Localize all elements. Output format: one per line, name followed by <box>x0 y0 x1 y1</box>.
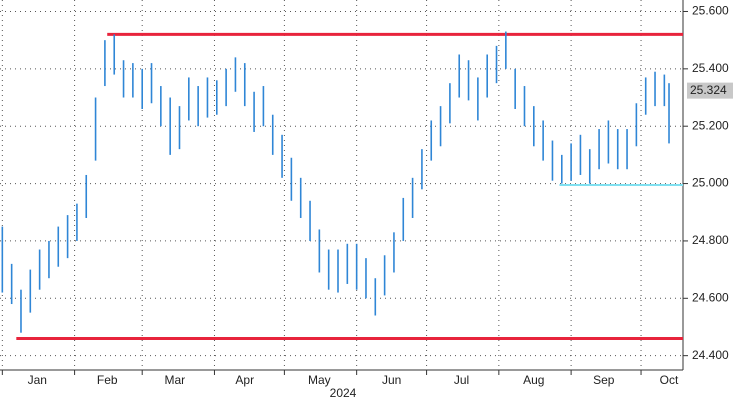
x-tick-label: May <box>308 373 331 387</box>
last-value-box <box>687 82 733 99</box>
x-tick-label: Mar <box>164 373 185 387</box>
last-value-label: 25.324 <box>690 83 727 97</box>
x-axis-label: 2024 <box>330 386 357 400</box>
x-tick-label: Apr <box>235 373 254 387</box>
x-tick-label: Jul <box>454 373 469 387</box>
x-tick-label: Sep <box>593 373 615 387</box>
x-tick-label: Jun <box>382 373 401 387</box>
y-tick-label: 24.400 <box>692 348 729 362</box>
x-tick-label: Feb <box>97 373 118 387</box>
y-tick-label: 24.600 <box>692 290 729 304</box>
y-tick-label: 25.000 <box>692 176 729 190</box>
x-tick-label: Jan <box>28 373 47 387</box>
y-tick-label: 25.400 <box>692 61 729 75</box>
x-tick-label: Aug <box>523 373 544 387</box>
y-tick-label: 25.600 <box>692 4 729 18</box>
x-tick-label: Oct <box>660 373 679 387</box>
y-tick-label: 25.200 <box>692 118 729 132</box>
y-tick-label: 24.800 <box>692 233 729 247</box>
